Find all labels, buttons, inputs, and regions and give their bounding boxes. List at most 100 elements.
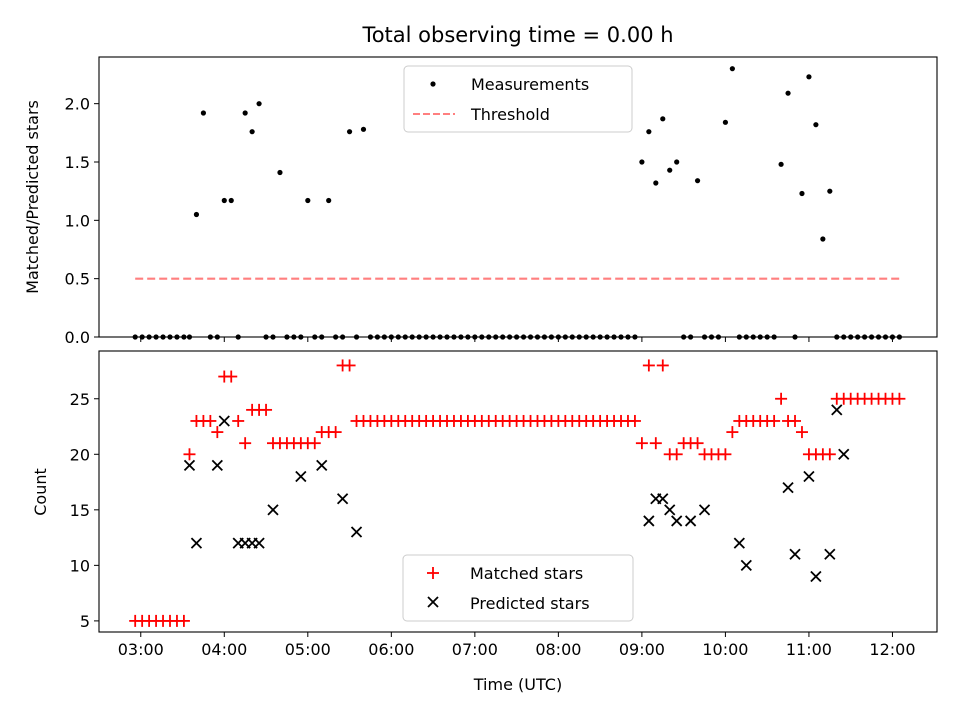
x-tick-label: 07:00 <box>452 640 498 659</box>
bottom-plot: Count Time (UTC) 03:00 04:00 05:00 06:00 07:… <box>31 350 938 694</box>
measurement-point <box>722 119 729 125</box>
measurement-point <box>813 122 819 128</box>
x-tick-label: 11:00 <box>786 640 832 659</box>
x-tick-label: 10:00 <box>702 640 748 659</box>
predicted-point <box>684 515 697 527</box>
matched-point <box>670 448 683 461</box>
predicted-point <box>267 504 279 516</box>
x-tick-label: 09:00 <box>619 640 665 659</box>
matched-point <box>691 437 704 450</box>
predicted-point <box>831 404 843 416</box>
bottom-xlabel: Time (UTC) <box>473 675 562 694</box>
measurement-point <box>221 197 227 204</box>
matched-point <box>789 414 802 427</box>
predicted-point <box>740 559 752 571</box>
predicted-point <box>657 493 669 505</box>
measurement-point <box>249 129 255 135</box>
measurement-point <box>667 167 673 173</box>
measurement-point <box>277 169 283 176</box>
x-tick-label: 06:00 <box>368 640 414 659</box>
top-axis-ticks: 0.0 0.5 1.0 1.5 2.0 <box>65 95 893 347</box>
y-tick-label: 0.0 <box>65 328 90 347</box>
y-tick-label: 2.0 <box>65 95 90 114</box>
measurement-point <box>694 178 701 184</box>
bottom-ylabel: Count <box>31 468 50 516</box>
matched-point <box>719 448 732 461</box>
measurement-point <box>806 74 812 80</box>
predicted-point <box>698 504 711 516</box>
legend-label-threshold: Threshold <box>470 105 550 124</box>
measurement-point <box>242 110 248 116</box>
x-tick-label: 05:00 <box>285 640 331 659</box>
legend-label-predicted-stars: Predicted stars <box>470 594 590 613</box>
measurement-point <box>305 197 311 204</box>
matched-point <box>775 392 788 405</box>
matched-point <box>211 426 224 439</box>
bottom-legend-box <box>402 554 634 622</box>
top-ylabel: Matched/Predicted stars <box>23 100 42 294</box>
measurement-point <box>193 211 200 218</box>
top-legend: Measurements Threshold <box>403 65 633 133</box>
matched-point <box>343 359 356 372</box>
matched-point <box>642 359 655 372</box>
measurement-point <box>326 197 332 204</box>
predicted-point <box>316 459 328 472</box>
matched-point <box>232 414 245 427</box>
y-tick-label: 25 <box>70 390 90 409</box>
measurement-point <box>799 190 805 197</box>
x-tick-label: 03:00 <box>118 640 164 659</box>
bottom-data-marks <box>129 359 906 627</box>
matched-point <box>649 437 662 450</box>
predicted-point <box>803 470 815 483</box>
predicted-point <box>824 548 836 560</box>
y-tick-label: 10 <box>70 556 90 575</box>
predicted-point <box>643 515 655 527</box>
measurement-point <box>778 161 784 167</box>
predicted-point <box>211 459 223 472</box>
measurement-point <box>228 197 234 204</box>
y-tick-label: 15 <box>70 501 90 520</box>
measurement-point <box>200 110 207 116</box>
bottom-legend: Matched stars Predicted stars <box>402 554 634 622</box>
y-tick-label: 20 <box>70 445 90 464</box>
predicted-point <box>664 504 676 516</box>
bottom-axes-frame <box>98 350 938 633</box>
measurement-point <box>360 126 367 132</box>
matched-point <box>239 437 252 450</box>
predicted-point <box>336 493 349 505</box>
legend-label-measurements: Measurements <box>471 75 589 94</box>
measurement-point <box>346 129 353 135</box>
predicted-point <box>218 415 230 427</box>
x-tick-label: 08:00 <box>535 640 581 659</box>
measurement-point <box>660 116 666 122</box>
legend-marker-matched-stars <box>427 567 439 579</box>
matched-point <box>795 426 808 439</box>
predicted-point <box>190 537 203 549</box>
matched-point <box>308 437 321 450</box>
matched-point <box>183 448 196 461</box>
matched-point <box>260 403 273 416</box>
matched-point <box>823 448 836 461</box>
predicted-point <box>671 515 683 527</box>
y-tick-label: 1.0 <box>65 211 90 230</box>
matched-point <box>768 414 781 427</box>
matched-point <box>656 359 669 372</box>
top-plot: Total observing time = 0.00 h Matched/Pr… <box>23 23 938 347</box>
measurement-point <box>653 180 659 186</box>
measurement-point <box>729 66 735 72</box>
matched-point <box>893 392 906 405</box>
x-tick-label: 12:00 <box>869 640 915 659</box>
measurement-point <box>256 101 262 107</box>
top-axes-frame <box>98 56 938 338</box>
chart-title: Total observing time = 0.00 h <box>361 23 673 47</box>
y-tick-label: 5 <box>80 612 90 631</box>
measurement-point <box>639 159 645 165</box>
matched-point <box>225 370 238 383</box>
predicted-point <box>810 570 822 583</box>
predicted-point <box>733 537 745 549</box>
measurement-point <box>827 188 833 194</box>
measurement-point <box>785 90 791 96</box>
matched-point <box>635 437 648 450</box>
predicted-point <box>782 481 794 494</box>
